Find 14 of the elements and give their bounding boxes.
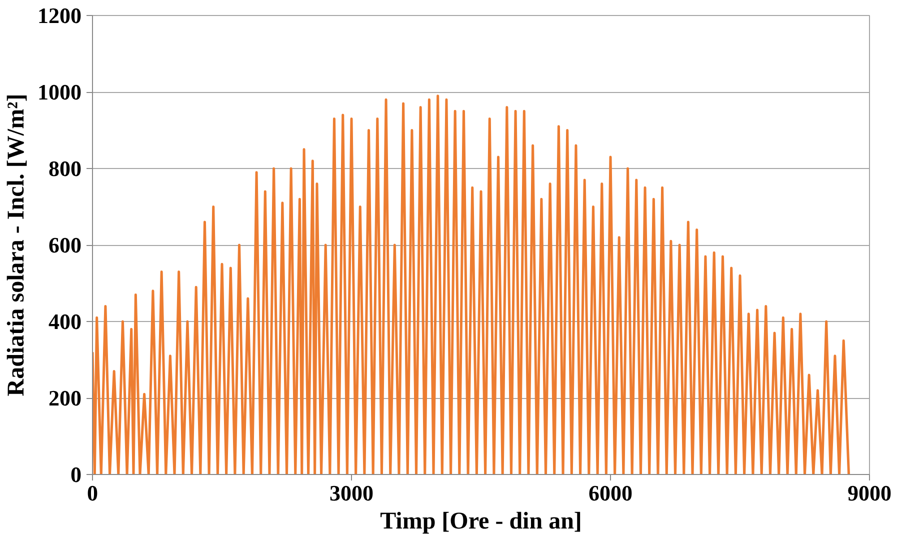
y-tick-label: 0	[70, 462, 82, 487]
x-tick-label: 0	[87, 480, 98, 506]
x-axis-title: Timp [Ore - din an]	[380, 508, 582, 534]
y-tick-label: 1000	[38, 80, 82, 104]
x-tick-label: 3000	[330, 480, 374, 506]
y-tick-label: 600	[48, 232, 82, 258]
y-tick-label: 200	[48, 386, 82, 410]
x-tick-label: 9000	[848, 480, 892, 506]
y-tick-label: 400	[48, 309, 82, 334]
y-tick-label: 1200	[38, 3, 82, 28]
x-tick-label: 6000	[588, 480, 632, 506]
line-series	[92, 94, 850, 474]
y-axis-title: Radiatia solara - Incl. [W/m²]	[4, 94, 30, 396]
y-tick-label: 800	[48, 156, 82, 181]
